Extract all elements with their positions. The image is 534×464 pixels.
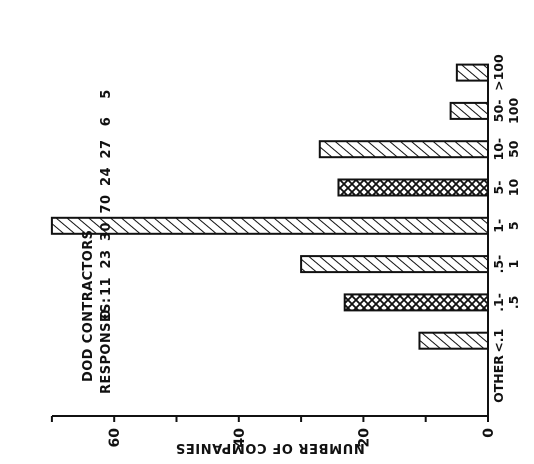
category-label: .5- bbox=[491, 255, 506, 274]
category-label: 100 bbox=[506, 98, 521, 124]
category-label: 1 bbox=[506, 260, 521, 269]
category-label: OTHER bbox=[491, 355, 506, 403]
category-label: 50- bbox=[491, 100, 506, 123]
response-count: 70 bbox=[99, 195, 114, 214]
header-layer: 0 11 23 30 70 24 27 6 5 DOD CONTRACTORS RESPONSES: bbox=[81, 89, 114, 394]
bar-7 bbox=[449, 101, 489, 120]
response-count: 30 bbox=[99, 222, 114, 241]
category-label: .5 bbox=[506, 296, 521, 309]
bar-2 bbox=[343, 293, 489, 312]
value-tick-label: 60 bbox=[107, 428, 123, 448]
category-label: 50 bbox=[506, 140, 521, 158]
response-count: 5 bbox=[99, 89, 114, 98]
labels-layer: OTHER <.1 .1- .5 .5- 1 1- 5 5- 10 10- 50 50- 100>100 bbox=[491, 54, 521, 403]
bar-5 bbox=[337, 178, 490, 197]
response-count: 24 bbox=[99, 167, 114, 186]
response-count: 27 bbox=[99, 140, 114, 159]
category-label: 10- bbox=[491, 138, 506, 161]
category-label: .1- bbox=[491, 293, 506, 312]
response-count: 23 bbox=[99, 250, 114, 269]
bar-6 bbox=[318, 140, 490, 159]
response-count: 11 bbox=[99, 277, 114, 296]
responses-label: RESPONSES: bbox=[99, 297, 114, 394]
value-axis-title: NUMBER OF COMPANIES bbox=[175, 440, 364, 455]
category-label: <.1 bbox=[491, 329, 506, 353]
response-count: 6 bbox=[99, 117, 114, 126]
value-tick-label: 20 bbox=[356, 428, 372, 448]
value-tick-label: 0 bbox=[481, 428, 497, 438]
category-label: 10 bbox=[506, 179, 521, 197]
category-label: >100 bbox=[491, 54, 506, 91]
category-label: 5- bbox=[491, 181, 506, 195]
bar-4 bbox=[50, 216, 490, 235]
response-count: 0 bbox=[99, 309, 114, 318]
chart-heading: DOD CONTRACTORS bbox=[81, 230, 96, 382]
bar-8 bbox=[455, 63, 490, 82]
bar-3 bbox=[300, 255, 489, 274]
bar-1 bbox=[418, 331, 489, 350]
bars-layer bbox=[50, 63, 490, 350]
value-tick-label: 40 bbox=[232, 428, 248, 448]
category-label: 5 bbox=[506, 221, 521, 230]
category-label: 1- bbox=[491, 219, 506, 233]
